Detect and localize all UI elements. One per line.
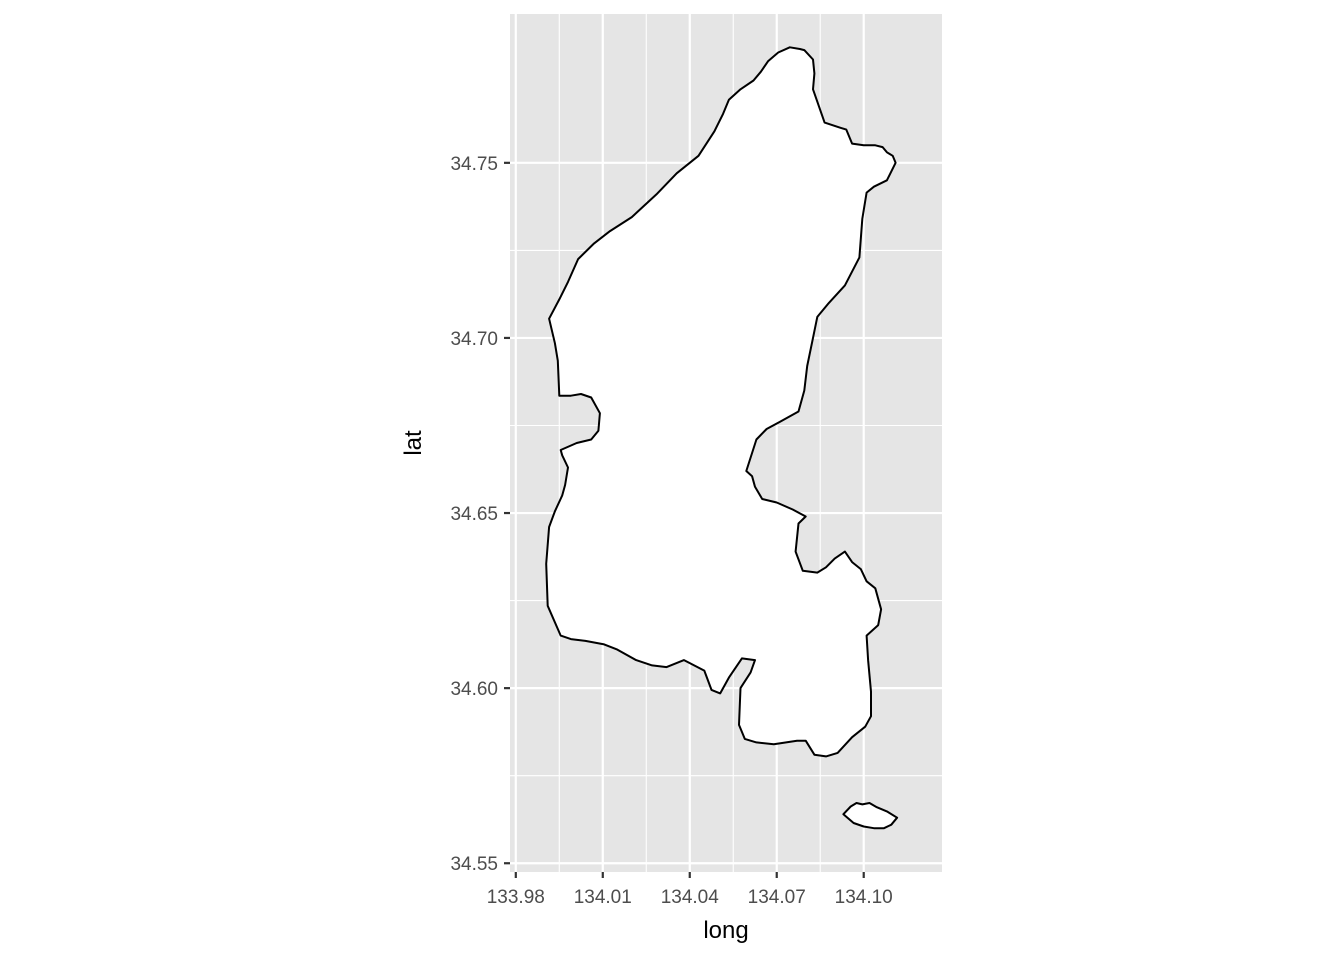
y-axis-title: lat [400,430,427,456]
x-axis-title: long [703,917,748,944]
x-axis: 133.98 134.01 134.04 134.07 134.10 [487,872,893,908]
x-tick-label: 134.10 [835,887,893,908]
y-tick-label: 34.70 [450,329,498,350]
x-tick-label: 133.98 [487,887,545,908]
map-polygons [545,46,899,830]
y-tick-label: 34.60 [450,679,498,700]
y-tick-label: 34.65 [450,504,498,525]
x-tick-label: 134.01 [574,887,632,908]
x-tick-label: 134.07 [748,887,806,908]
y-axis: 34.55 34.60 34.65 34.70 34.75 [450,154,510,875]
x-tick-label: 134.04 [661,887,720,908]
main-region-polygon [545,46,897,758]
y-tick-label: 34.75 [450,154,498,175]
island-polygon [842,802,899,830]
y-tick-label: 34.55 [450,854,498,875]
